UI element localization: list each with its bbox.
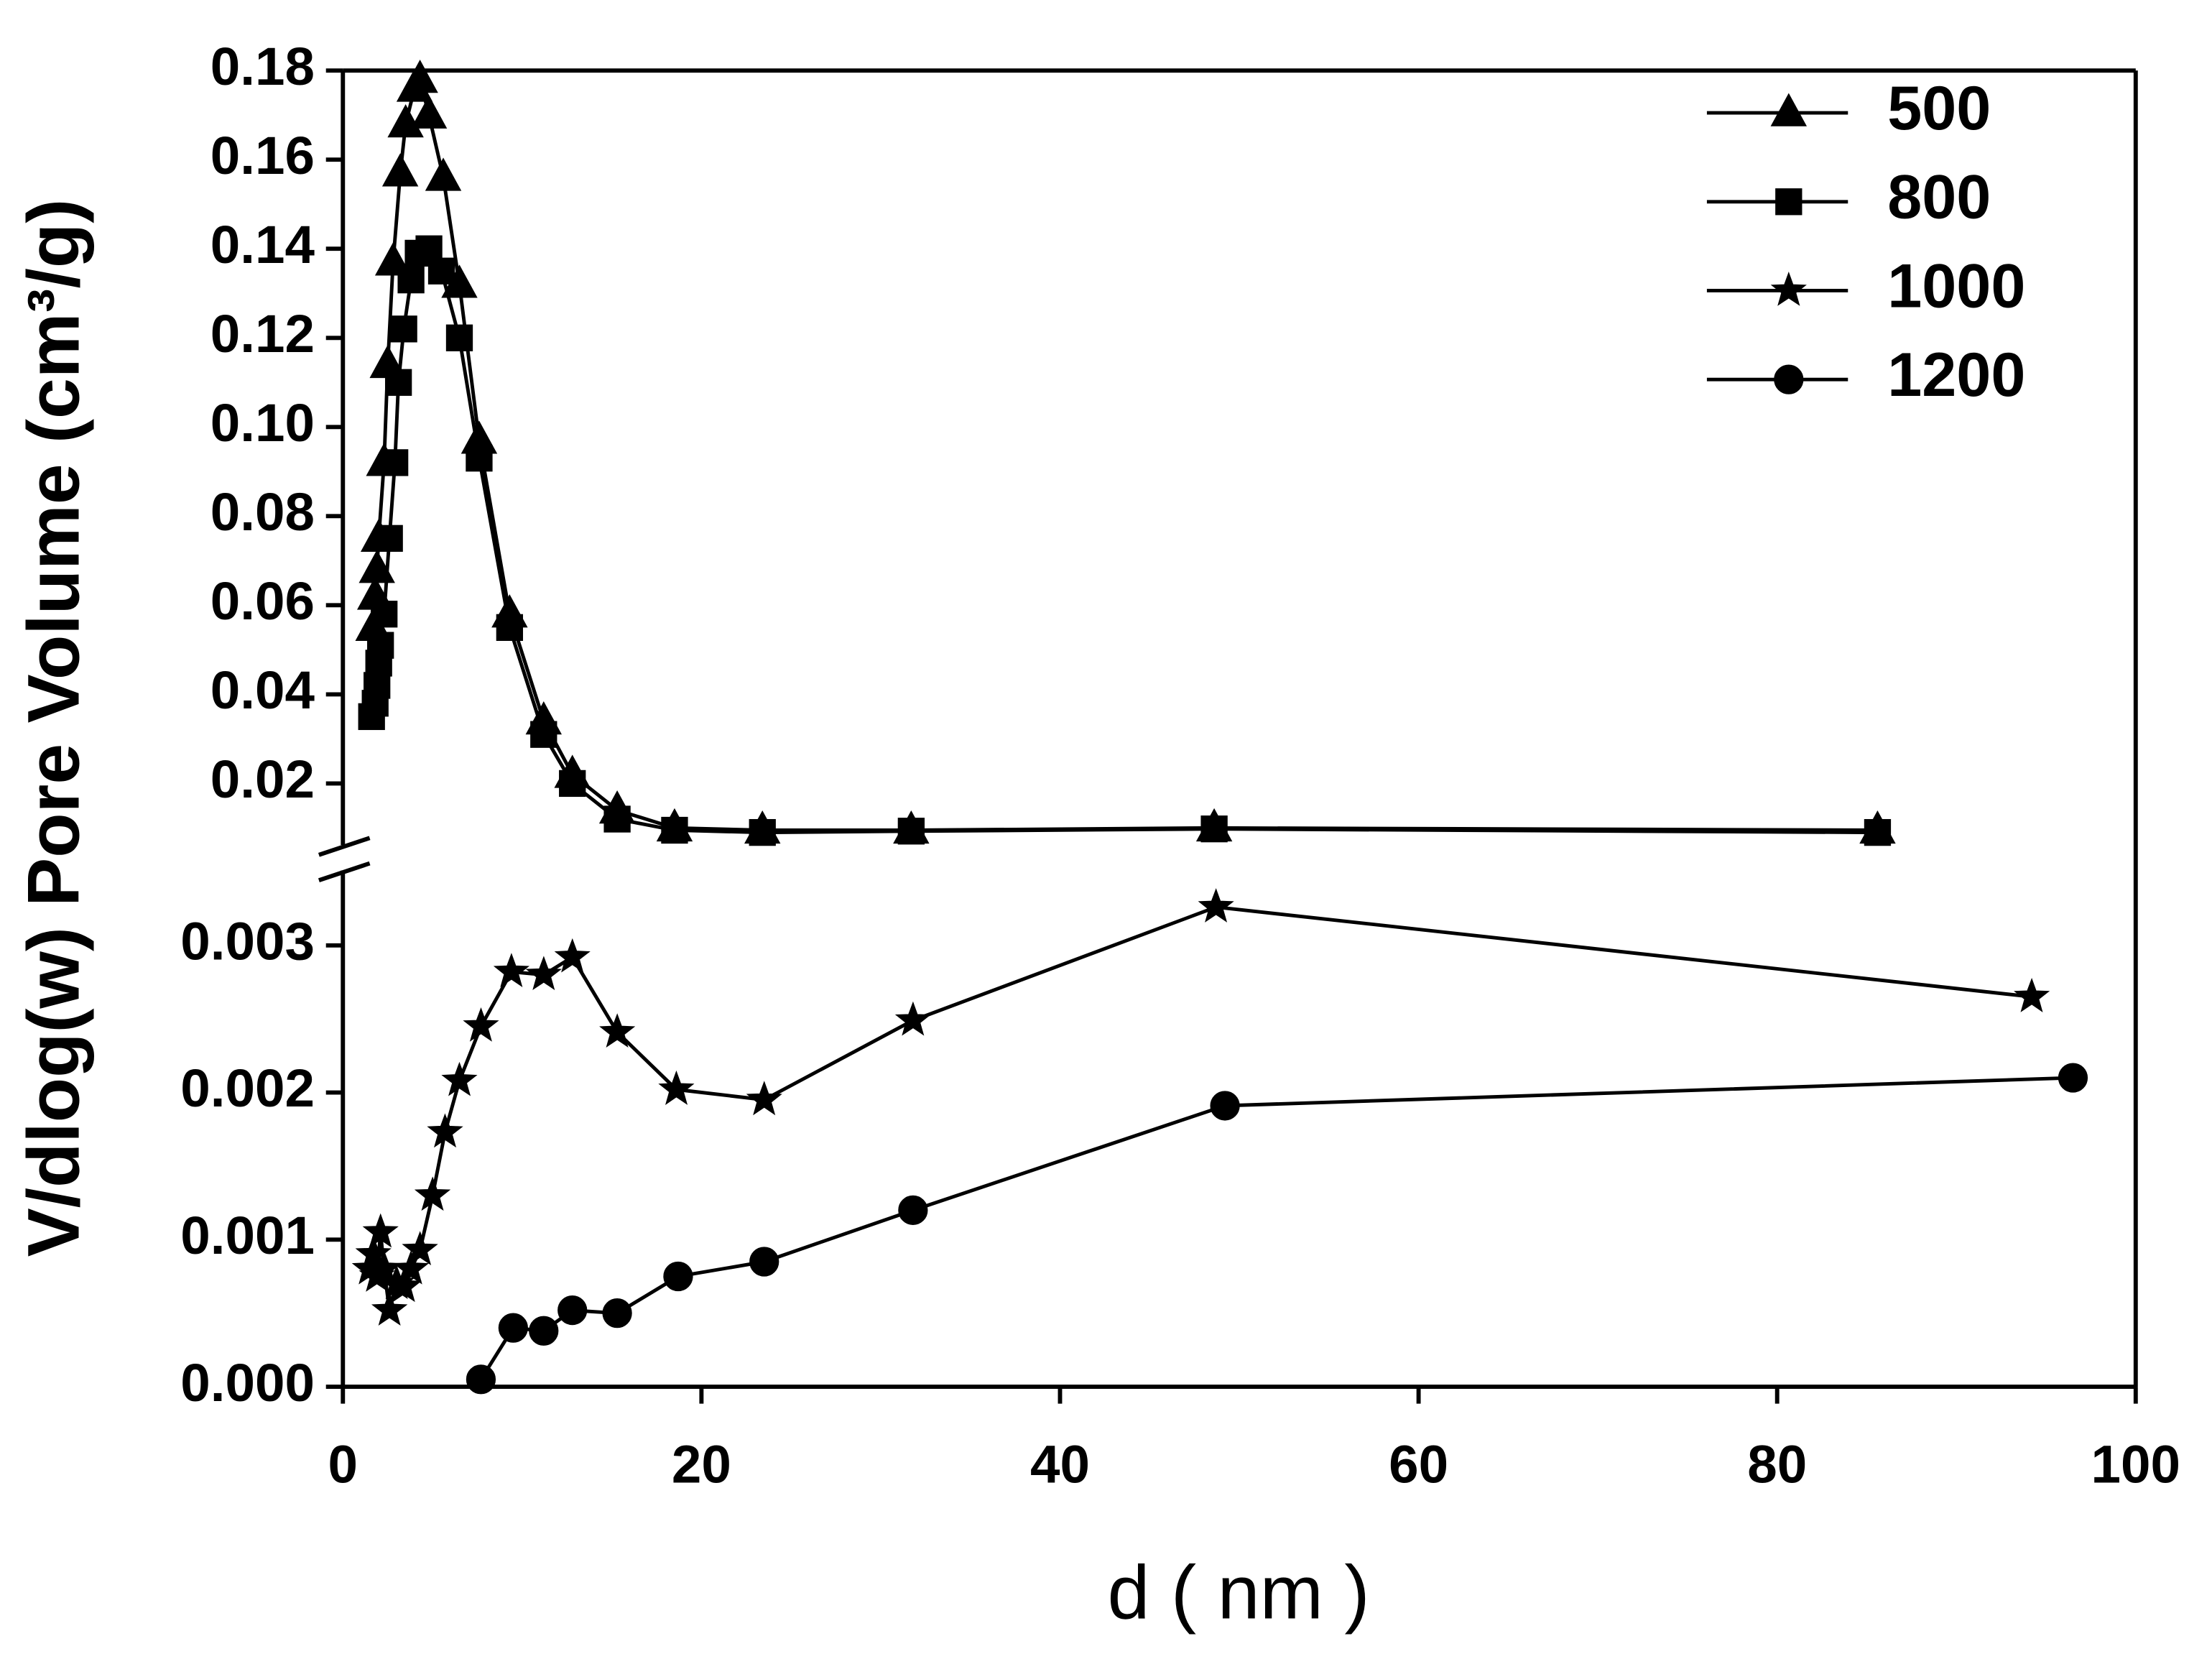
data-point <box>381 449 409 476</box>
data-point <box>663 1261 693 1292</box>
data-point <box>463 1007 499 1042</box>
data-point <box>1200 815 1228 843</box>
data-point <box>1864 818 1892 846</box>
data-point <box>493 953 529 987</box>
legend-label: 500 <box>1887 74 1991 143</box>
legend-marker <box>1774 364 1804 394</box>
x-axis-label: d ( nm ) <box>1107 1551 1369 1635</box>
x-tick-label: 80 <box>1747 1434 1807 1494</box>
data-point <box>658 1070 695 1105</box>
data-point <box>557 1295 588 1326</box>
y-tick-label: 0.14 <box>210 214 315 274</box>
data-point <box>390 315 417 343</box>
data-point <box>1198 888 1234 923</box>
y-tick-label: 0.08 <box>210 481 315 542</box>
data-point <box>362 1213 399 1248</box>
data-point <box>384 369 412 396</box>
data-point <box>402 1231 438 1265</box>
data-point <box>364 672 391 699</box>
axis-break <box>318 861 371 882</box>
legend-marker <box>1775 188 1803 216</box>
data-point <box>376 524 403 552</box>
data-point <box>661 816 688 844</box>
x-tick-label: 100 <box>2091 1434 2180 1494</box>
data-point <box>603 805 631 833</box>
data-point <box>466 445 493 472</box>
legend-label: 800 <box>1887 163 1991 232</box>
data-point <box>496 614 524 642</box>
data-point <box>427 257 455 285</box>
data-point <box>427 1113 463 1148</box>
data-point <box>371 1291 408 1326</box>
x-tick-label: 0 <box>328 1434 358 1494</box>
x-tick-label: 40 <box>1030 1434 1090 1494</box>
data-point <box>410 95 448 129</box>
data-point <box>746 1081 782 1116</box>
data-point <box>2058 1063 2088 1093</box>
data-point <box>749 1247 779 1277</box>
legend-marker <box>1770 272 1807 306</box>
data-point <box>559 770 586 798</box>
data-point <box>1210 1091 1240 1121</box>
series-line <box>479 1076 2073 1381</box>
y-tick-label: 0.000 <box>180 1352 315 1413</box>
data-point <box>445 324 473 351</box>
data-point <box>599 1013 636 1048</box>
data-point <box>397 266 425 294</box>
data-point <box>602 1298 632 1328</box>
y-tick-label: 0.001 <box>180 1205 315 1265</box>
legend-marker <box>1770 93 1808 126</box>
data-point <box>498 1313 528 1343</box>
data-point <box>387 104 424 138</box>
data-point <box>897 818 925 845</box>
data-point <box>367 632 394 659</box>
data-point <box>355 1235 392 1270</box>
y-tick-label: 0.003 <box>180 910 315 971</box>
y-axis-label: V/dlog(w) Pore Volume (cm³/g) <box>13 199 95 1257</box>
x-tick-label: 60 <box>1389 1434 1448 1494</box>
y-tick-label: 0.04 <box>210 660 315 720</box>
data-point <box>466 1364 496 1395</box>
data-point <box>402 59 438 93</box>
frame <box>318 68 2138 1390</box>
data-point <box>425 157 462 191</box>
data-point <box>393 1249 430 1285</box>
data-point <box>371 601 398 628</box>
y-tick-label: 0.10 <box>210 392 315 453</box>
legend-label: 1000 <box>1887 251 2025 320</box>
legend-label: 1200 <box>1887 341 2025 410</box>
y-tick-label: 0.18 <box>210 36 315 96</box>
y-tick-label: 0.002 <box>180 1058 315 1118</box>
data-point <box>530 721 557 748</box>
data-point <box>529 1316 559 1346</box>
data-point <box>381 153 419 187</box>
data-point <box>386 1267 422 1303</box>
data-point <box>749 818 776 846</box>
data-point <box>525 956 562 991</box>
y-tick-label: 0.02 <box>210 749 315 809</box>
y-tick-label: 0.12 <box>210 303 315 364</box>
data-point <box>441 1061 478 1096</box>
data-point <box>894 1001 931 1036</box>
y-tick-label: 0.16 <box>210 125 315 185</box>
data-point <box>414 1176 451 1211</box>
data-point <box>2014 977 2050 1012</box>
data-point <box>898 1195 928 1225</box>
data-point <box>554 938 591 973</box>
y-tick-label: 0.06 <box>210 570 315 631</box>
x-tick-label: 20 <box>672 1434 731 1494</box>
axis-break <box>318 836 371 857</box>
